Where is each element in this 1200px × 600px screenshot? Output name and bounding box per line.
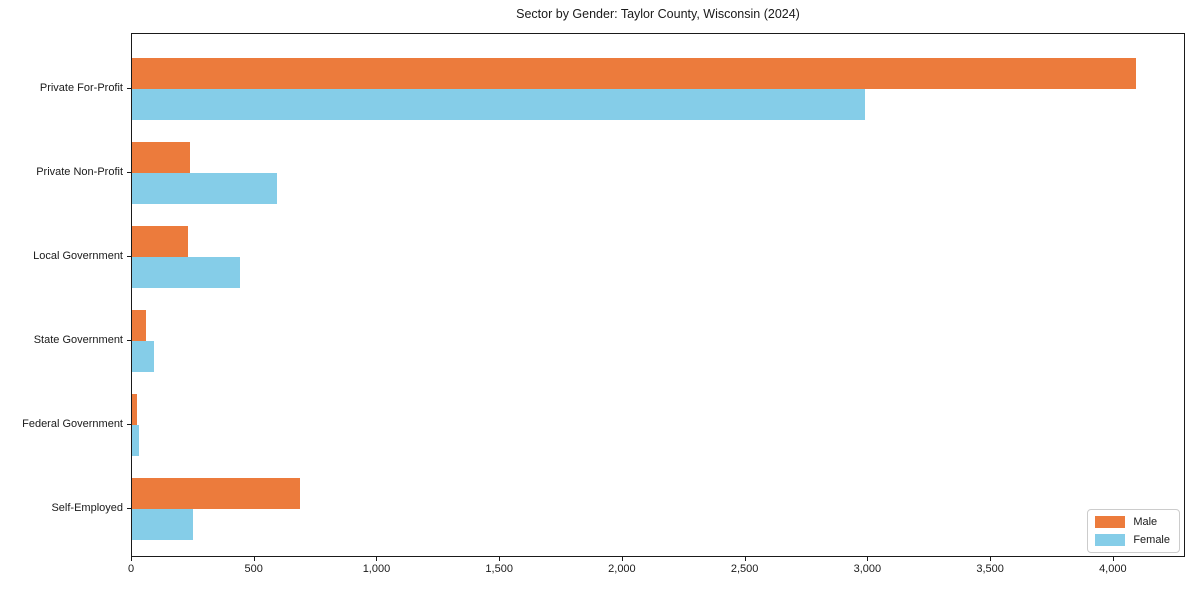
bar-female-private-for-profit — [132, 89, 865, 120]
x-tick-label-500: 500 — [244, 563, 263, 575]
legend-swatch-male — [1095, 516, 1126, 528]
y-tick-local-government — [127, 256, 131, 257]
plot-area: Male Female — [131, 33, 1185, 557]
x-tick-label-1000: 1,000 — [362, 563, 391, 575]
y-tick-private-non-profit — [127, 172, 131, 173]
x-tick-4000 — [1112, 557, 1114, 561]
category-label-state-government: State Government — [33, 334, 123, 346]
category-label-private-for-profit: Private For-Profit — [39, 82, 123, 94]
bar-female-self-employed — [132, 509, 194, 540]
y-tick-self-employed — [127, 508, 131, 509]
category-label-private-non-profit: Private Non-Profit — [36, 166, 123, 178]
bar-male-private-for-profit — [132, 58, 1136, 89]
x-tick-label-0: 0 — [127, 563, 135, 575]
category-label-local-government: Local Government — [33, 250, 123, 262]
y-tick-federal-government — [127, 424, 131, 425]
x-tick-500 — [253, 557, 255, 561]
x-tick-3000 — [867, 557, 869, 561]
x-tick-label-2500: 2,500 — [730, 563, 759, 575]
x-tick-label-4000: 4,000 — [1099, 563, 1127, 575]
category-label-federal-government: Federal Government — [22, 418, 123, 430]
x-tick-2000 — [621, 557, 623, 561]
legend: Male Female — [1087, 509, 1180, 553]
bar-male-self-employed — [132, 478, 301, 509]
y-tick-state-government — [127, 340, 131, 341]
x-tick-3500 — [990, 557, 992, 561]
bar-male-local-government — [132, 226, 189, 257]
x-tick-label-3500: 3,500 — [976, 563, 1004, 575]
x-tick-2500 — [744, 557, 746, 561]
bar-male-federal-government — [132, 394, 137, 425]
x-tick-1500 — [499, 557, 501, 561]
bar-female-state-government — [132, 341, 155, 372]
chart-title: Sector by Gender: Taylor County, Wiscons… — [516, 7, 800, 21]
legend-item-male: Male — [1095, 516, 1170, 528]
legend-item-female: Female — [1095, 534, 1170, 546]
x-tick-label-1500: 1,500 — [485, 563, 513, 575]
y-tick-private-for-profit — [127, 88, 131, 89]
x-tick-label-3000: 3,000 — [853, 563, 882, 575]
legend-label-male: Male — [1133, 516, 1158, 528]
bar-female-local-government — [132, 257, 240, 288]
bar-female-federal-government — [132, 425, 139, 456]
x-tick-1000 — [376, 557, 378, 561]
category-label-self-employed: Self-Employed — [51, 502, 123, 514]
x-tick-label-2000: 2,000 — [608, 563, 636, 575]
bar-male-private-non-profit — [132, 142, 190, 173]
bar-male-state-government — [132, 310, 146, 341]
legend-swatch-female — [1095, 534, 1126, 546]
bar-female-private-non-profit — [132, 173, 277, 204]
x-tick-0 — [131, 557, 132, 561]
legend-label-female: Female — [1133, 534, 1170, 546]
